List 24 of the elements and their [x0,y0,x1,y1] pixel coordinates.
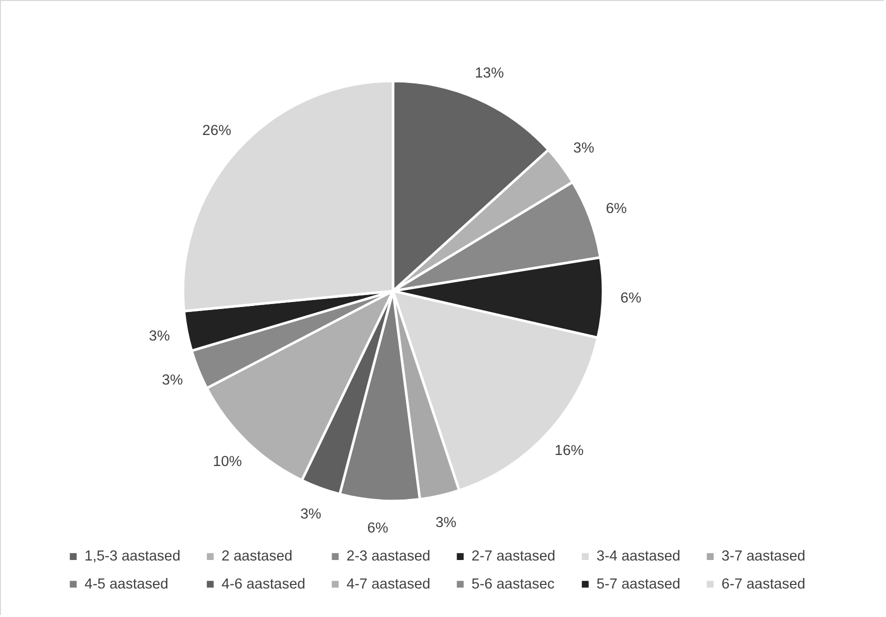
data-label: 26% [202,122,232,139]
data-label: 13% [474,65,504,82]
legend-label: 5-6 aastasec [472,576,555,592]
data-label: 6% [606,200,627,217]
legend-label: 4-7 aastased [346,576,430,592]
data-label: 6% [367,520,388,537]
legend-label: 3-7 aastased [722,548,806,565]
legend-label: 1,5-3 aastased [84,548,180,565]
data-label: 3% [148,328,170,344]
legend-label: 2-3 aastased [346,548,430,565]
data-label: 3% [300,506,322,522]
legend-label: 6-7 aastased [722,576,806,592]
data-label: 3% [435,515,457,532]
legend-label: 4-6 aastased [222,576,306,592]
data-label: 10% [212,454,242,470]
legend-label: 2 aastased [222,548,292,565]
legend-label: 4-5 aastased [84,576,168,592]
data-label: 3% [162,372,183,388]
legend-label: 3-4 aastased [596,548,680,565]
data-label: 3% [573,140,594,157]
legend-label: 5-7 aastased [596,576,680,592]
data-label: 6% [620,290,642,307]
data-label: 16% [554,443,584,460]
legend-label: 2-7 aastased [472,548,556,565]
